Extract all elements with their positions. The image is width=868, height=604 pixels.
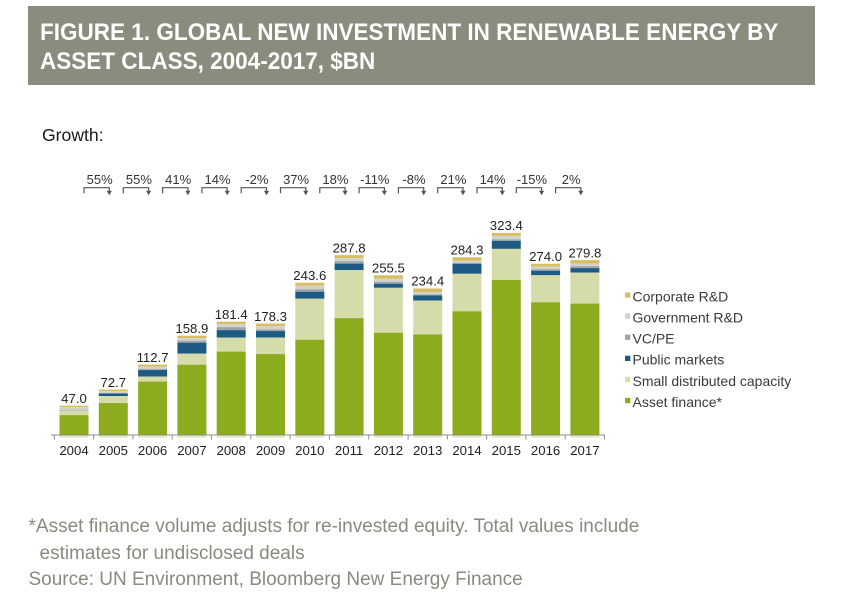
svg-text:VC/PE: VC/PE: [633, 331, 675, 347]
svg-text:72.7: 72.7: [100, 375, 126, 390]
svg-text:2013: 2013: [413, 443, 442, 458]
svg-text:-11%: -11%: [360, 172, 390, 187]
svg-text:2006: 2006: [138, 443, 167, 458]
svg-text:2007: 2007: [177, 443, 206, 458]
svg-text:2016: 2016: [531, 443, 560, 458]
svg-text:243.6: 243.6: [293, 268, 326, 283]
svg-text:279.8: 279.8: [568, 245, 601, 260]
svg-text:2017: 2017: [570, 443, 599, 458]
svg-text:Public markets: Public markets: [633, 352, 725, 368]
svg-text:18%: 18%: [322, 172, 348, 187]
svg-text:-8%: -8%: [402, 172, 426, 187]
svg-text:14%: 14%: [480, 172, 506, 187]
svg-text:55%: 55%: [126, 172, 152, 187]
svg-text:178.3: 178.3: [254, 309, 287, 324]
svg-text:2011: 2011: [335, 443, 363, 458]
svg-text:274.0: 274.0: [529, 249, 562, 264]
svg-text:-15%: -15%: [517, 172, 548, 187]
svg-text:2%: 2%: [562, 172, 581, 187]
svg-text:Asset finance*: Asset finance*: [633, 394, 723, 410]
svg-text:55%: 55%: [87, 172, 113, 187]
svg-text:2015: 2015: [492, 443, 521, 458]
svg-text:Government R&D: Government R&D: [633, 310, 743, 326]
svg-text:2005: 2005: [99, 443, 128, 458]
svg-text:112.7: 112.7: [137, 350, 169, 365]
svg-text:255.5: 255.5: [372, 261, 405, 276]
svg-text:2004: 2004: [59, 443, 88, 458]
svg-text:284.3: 284.3: [450, 243, 483, 258]
svg-text:37%: 37%: [283, 172, 309, 187]
svg-text:21%: 21%: [440, 172, 466, 187]
svg-text:2009: 2009: [256, 443, 285, 458]
svg-text:234.4: 234.4: [411, 274, 444, 289]
svg-text:41%: 41%: [165, 172, 191, 187]
svg-text:14%: 14%: [204, 172, 230, 187]
svg-text:2014: 2014: [452, 443, 481, 458]
svg-text:-2%: -2%: [245, 172, 269, 187]
svg-text:Corporate R&D: Corporate R&D: [633, 288, 729, 304]
svg-text:Small distributed capacity: Small distributed capacity: [633, 373, 792, 389]
svg-text:47.0: 47.0: [61, 391, 87, 406]
svg-text:287.8: 287.8: [333, 240, 366, 255]
svg-text:2010: 2010: [295, 443, 324, 458]
svg-text:158.9: 158.9: [175, 321, 208, 336]
svg-text:181.4: 181.4: [215, 307, 248, 322]
svg-text:323.4: 323.4: [490, 218, 523, 233]
svg-text:2008: 2008: [217, 443, 246, 458]
svg-text:2012: 2012: [374, 443, 403, 458]
